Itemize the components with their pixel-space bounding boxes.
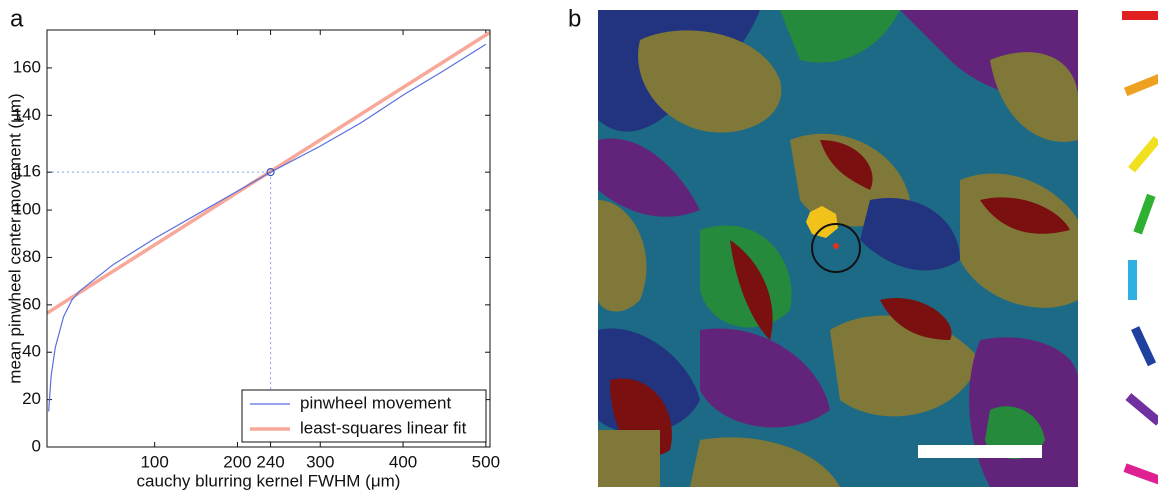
x-tick-label: 400 (389, 452, 417, 471)
legend-label: pinwheel movement (300, 393, 451, 412)
panel-label: a (10, 5, 24, 32)
y-tick-label: 80 (22, 247, 41, 266)
x-tick-label: 100 (140, 452, 168, 471)
x-tick-label: 500 (472, 452, 500, 471)
x-tick-label: 240 (256, 452, 284, 471)
figure: a b 020406080100116140160100200240300400… (0, 0, 1158, 491)
y-tick-label: 60 (22, 294, 41, 313)
orientation-key (1122, 11, 1158, 486)
x-tick-label: 200 (223, 452, 251, 471)
series-line (49, 44, 486, 411)
plot-frame (47, 30, 490, 447)
y-tick-label: 40 (22, 342, 41, 361)
y-tick-label: 160 (13, 57, 41, 76)
legend-label: least-squares linear fit (300, 418, 467, 437)
x-axis-label: cauchy blurring kernel FWHM (μm) (137, 471, 401, 490)
y-tick-label: 0 (32, 436, 41, 455)
y-axis-label: mean pinwheel center movement (μm) (5, 93, 24, 383)
x-tick-label: 300 (306, 452, 334, 471)
orientation-map (598, 10, 1078, 487)
y-tick-label: 20 (22, 389, 41, 408)
panel-label: b (568, 5, 581, 32)
